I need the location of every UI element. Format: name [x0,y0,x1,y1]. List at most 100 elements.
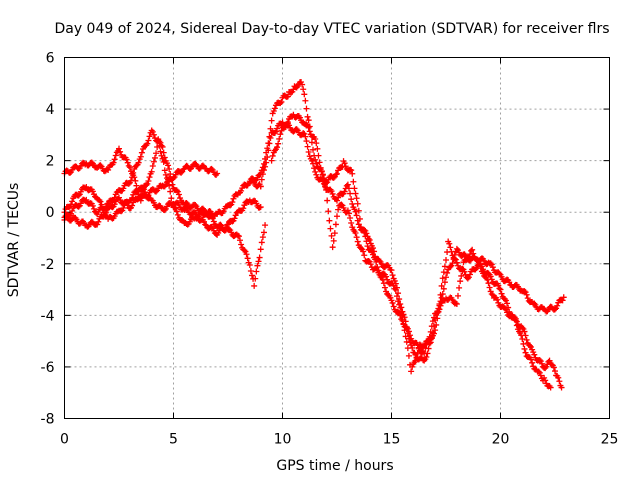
data-point [268,117,275,124]
data-point [395,298,402,305]
data-point [348,220,355,227]
data-point [560,294,567,301]
data-point [173,187,180,194]
data-point [130,169,137,176]
data-point [458,272,465,279]
data-point [257,204,264,211]
data-point [457,278,464,285]
data-point [157,139,164,146]
plot-frame [64,57,610,419]
data-point [148,168,155,175]
data-point [349,170,356,177]
data-point [466,271,473,278]
data-point [300,130,307,137]
data-point [251,282,258,289]
data-point [524,295,531,302]
data-point [354,217,361,224]
data-point [163,175,170,182]
data-point [257,183,264,190]
y-tick-label: -2 [41,257,55,273]
data-point [495,282,502,289]
data-point [120,204,127,211]
data-point [391,285,398,292]
data-point [89,188,96,195]
data-point [350,178,357,185]
data-point [143,182,150,189]
data-point [110,159,117,166]
data-point [227,202,234,209]
data-point [526,342,533,349]
data-point [141,186,148,193]
data-point [485,270,492,277]
data-point [254,262,261,269]
data-point [344,207,351,214]
data-point [354,200,361,207]
data-point [168,176,175,183]
data-point [429,318,436,325]
data-point [451,255,458,262]
data-point [512,317,519,324]
data-point [329,190,336,197]
data-point [390,303,397,310]
data-point [257,246,264,253]
data-point [149,163,156,170]
data-point [327,225,334,232]
data-point [414,350,421,357]
data-point [157,148,164,155]
data-point [452,256,459,263]
data-point [150,158,157,165]
data-point [277,131,284,138]
data-point [322,183,329,190]
data-point [340,204,347,211]
data-point [124,159,131,166]
data-point [335,194,342,201]
data-point [428,323,435,330]
data-point [137,153,144,160]
data-point [554,302,561,309]
data-point [335,206,342,213]
data-point [535,368,542,375]
data-point [502,297,509,304]
data-point [380,280,387,287]
data-point [118,208,125,215]
data-point [129,174,136,181]
data-point [142,189,149,196]
x-axis-label: GPS time / hours [276,458,393,474]
data-point [244,255,251,262]
data-point [159,143,166,150]
data-point [177,195,184,202]
data-point [547,384,554,391]
data-point [447,263,454,270]
data-point [104,206,111,213]
data-point [529,359,536,366]
data-point [441,279,448,286]
data-point [461,251,468,258]
data-point [341,188,348,195]
data-point [502,306,509,313]
data-point [521,345,528,352]
data-point [334,170,340,177]
data-point [349,200,356,207]
data-point [542,377,549,384]
data-point [150,131,157,138]
data-point [330,174,337,181]
data-point [117,148,124,155]
x-tick-label: 20 [492,432,510,448]
chart-title: Day 049 of 2024, Sidereal Day-to-day VTE… [54,21,609,37]
data-point [338,201,345,208]
data-point [308,157,315,164]
data-point [162,171,169,178]
data-point [542,365,549,372]
data-point [246,261,253,268]
data-point [274,144,281,151]
data-point [555,374,562,381]
data-point [330,237,337,244]
data-point [165,162,172,169]
data-point [404,345,411,352]
data-point [558,384,565,391]
data-point [240,205,247,212]
y-tick-label: 0 [46,205,55,221]
data-point [145,137,152,144]
data-point [552,368,558,375]
data-point [271,147,278,154]
